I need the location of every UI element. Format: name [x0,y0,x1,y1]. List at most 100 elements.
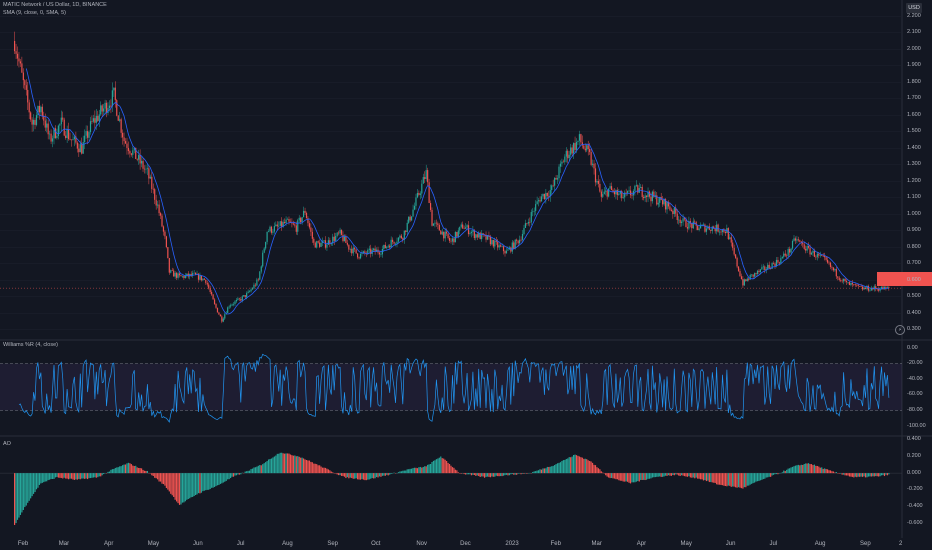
candle-body [256,279,258,286]
ao-bar [399,471,401,474]
candle-body [610,186,613,191]
candle-body [159,213,162,216]
candle-body [314,242,316,248]
candle-body [413,205,416,210]
candle-body [339,229,341,234]
candle-body [88,132,90,138]
ao-bar [832,471,835,474]
candle-body [86,131,89,138]
ao-bar [24,473,26,508]
ao-bar [422,466,424,474]
ao-bar [349,473,351,478]
ao-bar [110,469,112,474]
ao-bar [155,473,157,479]
ao-bar [840,473,842,474]
candle-body [361,252,363,254]
candle-body [250,289,252,292]
ao-bar [364,473,366,481]
candle-body [421,183,423,194]
candle-body [95,115,97,123]
candle-body [600,191,602,197]
candle-body [631,195,633,196]
ao-bar [189,473,191,499]
ao-legend[interactable]: AO [3,441,11,447]
candle-body [57,125,59,137]
candle-body [619,191,621,194]
x-axis-label: Nov [416,541,428,547]
candle-body [356,253,359,258]
willr-tick-label: 0.00 [907,344,918,351]
candle-body [859,286,861,287]
candle-body [35,115,38,125]
candle-body [542,193,544,197]
ao-bar [619,473,621,481]
ao-bar [686,473,689,477]
ao-bar [813,464,816,474]
willr-legend[interactable]: Williams %R (4, close) [3,342,59,348]
candle-body [548,195,550,197]
candle-body [640,186,642,189]
candle-body [75,136,77,143]
ao-bar [288,453,290,474]
ao-bar [789,468,791,474]
candle-body [644,195,646,199]
candle-body [704,224,706,232]
candle-body [46,123,48,128]
ao-bar [805,463,807,474]
ao-bar [707,473,709,481]
candle-body [575,141,578,150]
ao-bar [22,473,24,510]
ao-bar [330,471,332,474]
candle-body [533,210,535,212]
ao-bar [878,473,880,477]
ao-bar [863,473,865,477]
ao-bar [625,473,627,482]
ao-bar [475,473,477,476]
lightning-icon[interactable]: ⚡ [895,325,905,335]
ao-bar [138,467,140,474]
ao-bar [859,473,861,477]
candle-body [523,227,525,234]
candle-body [257,279,259,281]
candle-body [108,105,111,109]
candle-body [438,224,440,231]
ao-bar [460,473,462,474]
ao-bar [50,473,52,480]
candle-body [310,227,312,232]
ao-bar [190,473,192,498]
candle-body [378,252,381,255]
ao-bar [787,468,789,474]
candle-body [472,230,474,232]
currency-badge[interactable]: USD [906,3,922,13]
willr-line [18,353,890,423]
candle-body [856,284,858,286]
candle-body [327,240,329,245]
ao-bar [481,473,483,477]
ao-bar [305,459,308,474]
ao-bar [266,461,268,474]
candle-body [878,289,880,291]
candle-body [847,282,849,283]
candle-body [816,253,818,258]
ao-bar [279,452,281,474]
sma-legend[interactable]: SMA (9, close, 0, SMA, 5) [3,10,66,16]
candle-body [254,284,257,286]
candle-body [332,236,334,244]
ao-bar [79,473,81,480]
ao-bar [558,462,560,474]
candle-body [518,239,521,244]
candle-body [463,228,465,230]
candle-body [781,256,783,259]
ao-bar [516,473,518,475]
ao-bar [240,473,242,475]
ao-bar [597,468,600,474]
candle-body [22,72,24,81]
candle-body [387,245,389,247]
candle-body [794,238,797,241]
ao-bar [749,473,751,485]
candle-body [647,191,649,198]
candle-body [248,291,251,292]
ao-bar [807,463,810,474]
ao-bar [432,460,435,474]
